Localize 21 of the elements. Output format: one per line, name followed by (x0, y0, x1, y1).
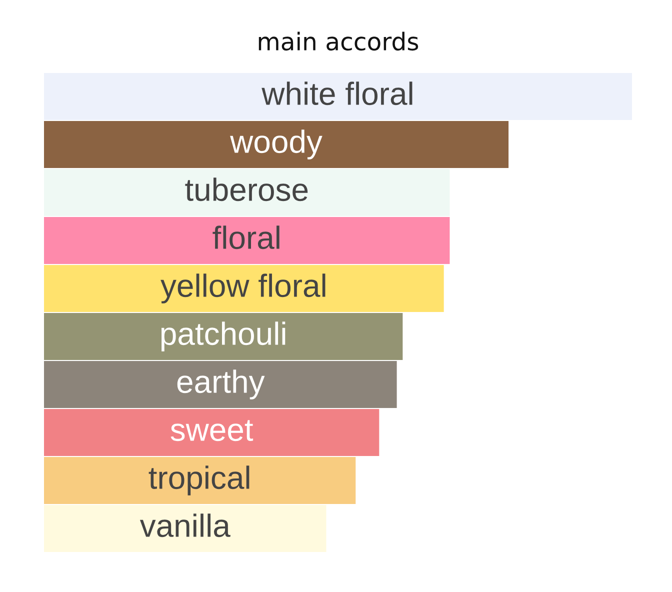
y-tick-label: patchouli (161, 322, 286, 352)
bar (44, 216, 450, 264)
bar (44, 456, 356, 504)
bar (44, 504, 326, 552)
bar (44, 312, 403, 360)
y-tick-label: yellow floral (160, 274, 326, 304)
bar (44, 120, 509, 168)
chart-title: main accords (258, 32, 418, 51)
bar (44, 408, 380, 456)
bar (44, 168, 450, 216)
y-tick-label: woody (230, 130, 322, 160)
bar (44, 264, 444, 312)
bar (44, 72, 632, 120)
y-tick-label: earthy (177, 370, 265, 400)
y-tick-label: floral (212, 226, 280, 250)
y-tick-label: sweet (170, 420, 254, 442)
y-tick-label: white floral (262, 82, 412, 106)
y-tick-label: tuberose (185, 178, 308, 202)
bar (44, 360, 397, 408)
y-tick-label: vanilla (140, 514, 230, 538)
y-tick-label: tropical (148, 466, 250, 496)
